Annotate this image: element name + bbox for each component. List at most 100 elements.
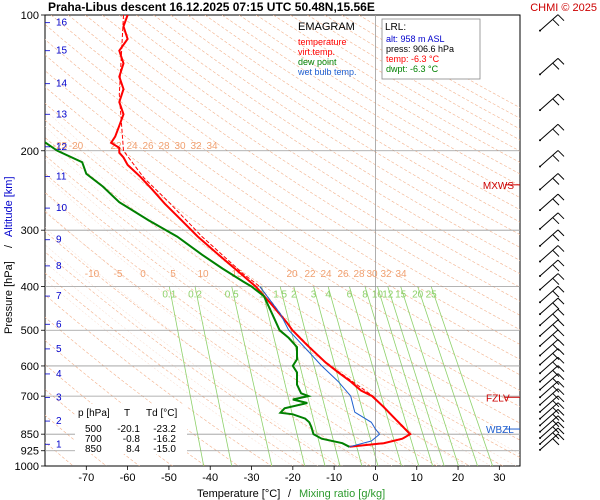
legend-item-wet-bulb: wet bulb temp. xyxy=(297,67,357,77)
series-wet-bulb-temp- xyxy=(259,286,381,448)
y-tick-label: 925 xyxy=(21,446,39,458)
wind-barb xyxy=(539,58,565,76)
y-tick-label: 500 xyxy=(21,325,39,337)
x-axis-title-mixing: Mixing ratio [g/kg] xyxy=(299,488,385,500)
x-tick-label: -30 xyxy=(244,472,260,484)
x-tick-label: 20 xyxy=(452,472,464,484)
mixing-ratio-line xyxy=(313,286,363,466)
wind-barb xyxy=(539,388,565,406)
chart-title: Praha-Libus descent 16.12.2025 07:15 UTC… xyxy=(48,0,375,14)
mixing-ratio-label: 0.1 xyxy=(162,290,176,301)
wind-barb xyxy=(539,308,565,327)
level-marker-mxws: MXWS xyxy=(483,181,514,192)
altitude-tick-label: 15 xyxy=(56,46,68,57)
dry-adiabat xyxy=(119,15,520,275)
altitude-tick-label: 11 xyxy=(56,171,67,182)
x-tick-label: -40 xyxy=(202,472,218,484)
x-tick-label: -20 xyxy=(285,472,301,484)
wind-barb xyxy=(539,229,565,247)
dry-adiabat xyxy=(45,23,520,345)
y-axis-title-separator: / xyxy=(3,244,15,248)
y-tick-label: 850 xyxy=(21,429,39,441)
altitude-tick-label: 4 xyxy=(56,369,62,380)
legend-item-virt-temp: virt.temp. xyxy=(298,47,335,57)
table-cell: 700 xyxy=(85,434,102,445)
dry-adiabat-label: 34 xyxy=(395,269,407,280)
dry-adiabat-label: 24 xyxy=(320,269,332,280)
y-tick-label: 100 xyxy=(21,10,39,22)
lrl-box-frame xyxy=(381,18,481,80)
moist-adiabat xyxy=(45,159,467,466)
x-tick-label: -50 xyxy=(161,472,177,484)
wind-barb xyxy=(539,373,565,391)
level-marker-wbzl: WBZL xyxy=(486,425,514,436)
wind-barb xyxy=(539,356,565,375)
x-tick-label: 30 xyxy=(493,472,505,484)
table-cell: -20.1 xyxy=(117,424,140,435)
dry-adiabat-label: 30 xyxy=(174,141,186,152)
mixing-ratio-line xyxy=(417,286,478,466)
mixing-ratio-label: 20 xyxy=(412,290,424,301)
dry-adiabat-label: -10 xyxy=(85,269,100,280)
dry-adiabat xyxy=(45,86,520,408)
mixing-ratio-line xyxy=(194,286,233,466)
mixing-ratio-label: 0.2 xyxy=(188,290,202,301)
mixing-ratio-label: 8 xyxy=(362,290,368,301)
mixing-ratio-line xyxy=(231,286,273,466)
y-tick-label: 400 xyxy=(21,282,39,294)
moist-adiabat xyxy=(45,142,492,466)
dry-adiabat-label: 22 xyxy=(304,269,316,280)
dry-adiabat-label: 15 xyxy=(231,269,243,280)
wind-barb xyxy=(539,365,565,383)
dry-adiabat xyxy=(45,54,520,376)
table-cell: 8.4 xyxy=(126,444,140,455)
dry-adiabat-label: -5 xyxy=(114,269,123,280)
altitude-tick-label: 5 xyxy=(56,344,62,355)
dry-adiabat-label: 0 xyxy=(140,269,146,280)
copyright-text: CHMI © 2025 xyxy=(530,2,597,14)
y-tick-label: 600 xyxy=(21,361,39,373)
series-dew-point xyxy=(45,141,350,448)
dry-adiabat-label: -20 xyxy=(69,141,84,152)
table-cell: -23.2 xyxy=(153,424,176,435)
level-marker-fzlv: FZLV xyxy=(486,393,510,404)
mixing-ratio-label: 3 xyxy=(311,290,317,301)
x-tick-label: -60 xyxy=(120,472,136,484)
x-tick-label: -70 xyxy=(78,472,94,484)
x-axis-title-separator: / xyxy=(288,488,292,500)
wind-barb xyxy=(539,433,565,451)
wind-barb xyxy=(539,273,565,291)
x-tick-label: 10 xyxy=(411,472,423,484)
legend-item-temperature: temperature xyxy=(298,37,347,47)
mixing-ratio-label: 1.5 xyxy=(273,290,287,301)
y-tick-label: 300 xyxy=(21,225,39,237)
y-tick-label: 200 xyxy=(21,146,39,158)
wind-barb xyxy=(539,245,565,263)
lrl-dewpoint: dwpt: -6.3 °C xyxy=(386,64,439,74)
dry-adiabat-label: 28 xyxy=(353,269,365,280)
wind-barb xyxy=(539,380,565,399)
dry-adiabat xyxy=(45,102,520,424)
x-axis-title: Temperature [°C] / Mixing ratio [g/kg] xyxy=(197,488,385,500)
y-tick-label: 1000 xyxy=(15,461,39,473)
dry-adiabat xyxy=(50,15,520,331)
plot-area xyxy=(44,14,521,467)
y-tick-label: 700 xyxy=(21,391,39,403)
moist-adiabat xyxy=(45,227,368,466)
x-axis-title-temperature: Temperature [°C] xyxy=(197,488,280,500)
dry-adiabat xyxy=(45,340,206,466)
lrl-pressure: press: 906.6 hPa xyxy=(386,44,454,54)
dry-adiabat-label: 10 xyxy=(197,269,209,280)
table-header-p: p [hPa] xyxy=(78,408,110,419)
legend-title: EMAGRAM xyxy=(298,21,355,33)
wind-barb xyxy=(539,14,565,32)
wind-barb xyxy=(539,329,565,347)
dry-adiabat-label: 26 xyxy=(337,269,349,280)
dry-adiabat xyxy=(45,231,371,466)
dry-adiabat-label: 26 xyxy=(142,141,154,152)
mixing-ratio-line xyxy=(261,286,306,466)
mixing-ratio-line xyxy=(168,286,205,466)
dry-adiabat xyxy=(170,15,520,235)
altitude-tick-label: 14 xyxy=(56,79,68,90)
